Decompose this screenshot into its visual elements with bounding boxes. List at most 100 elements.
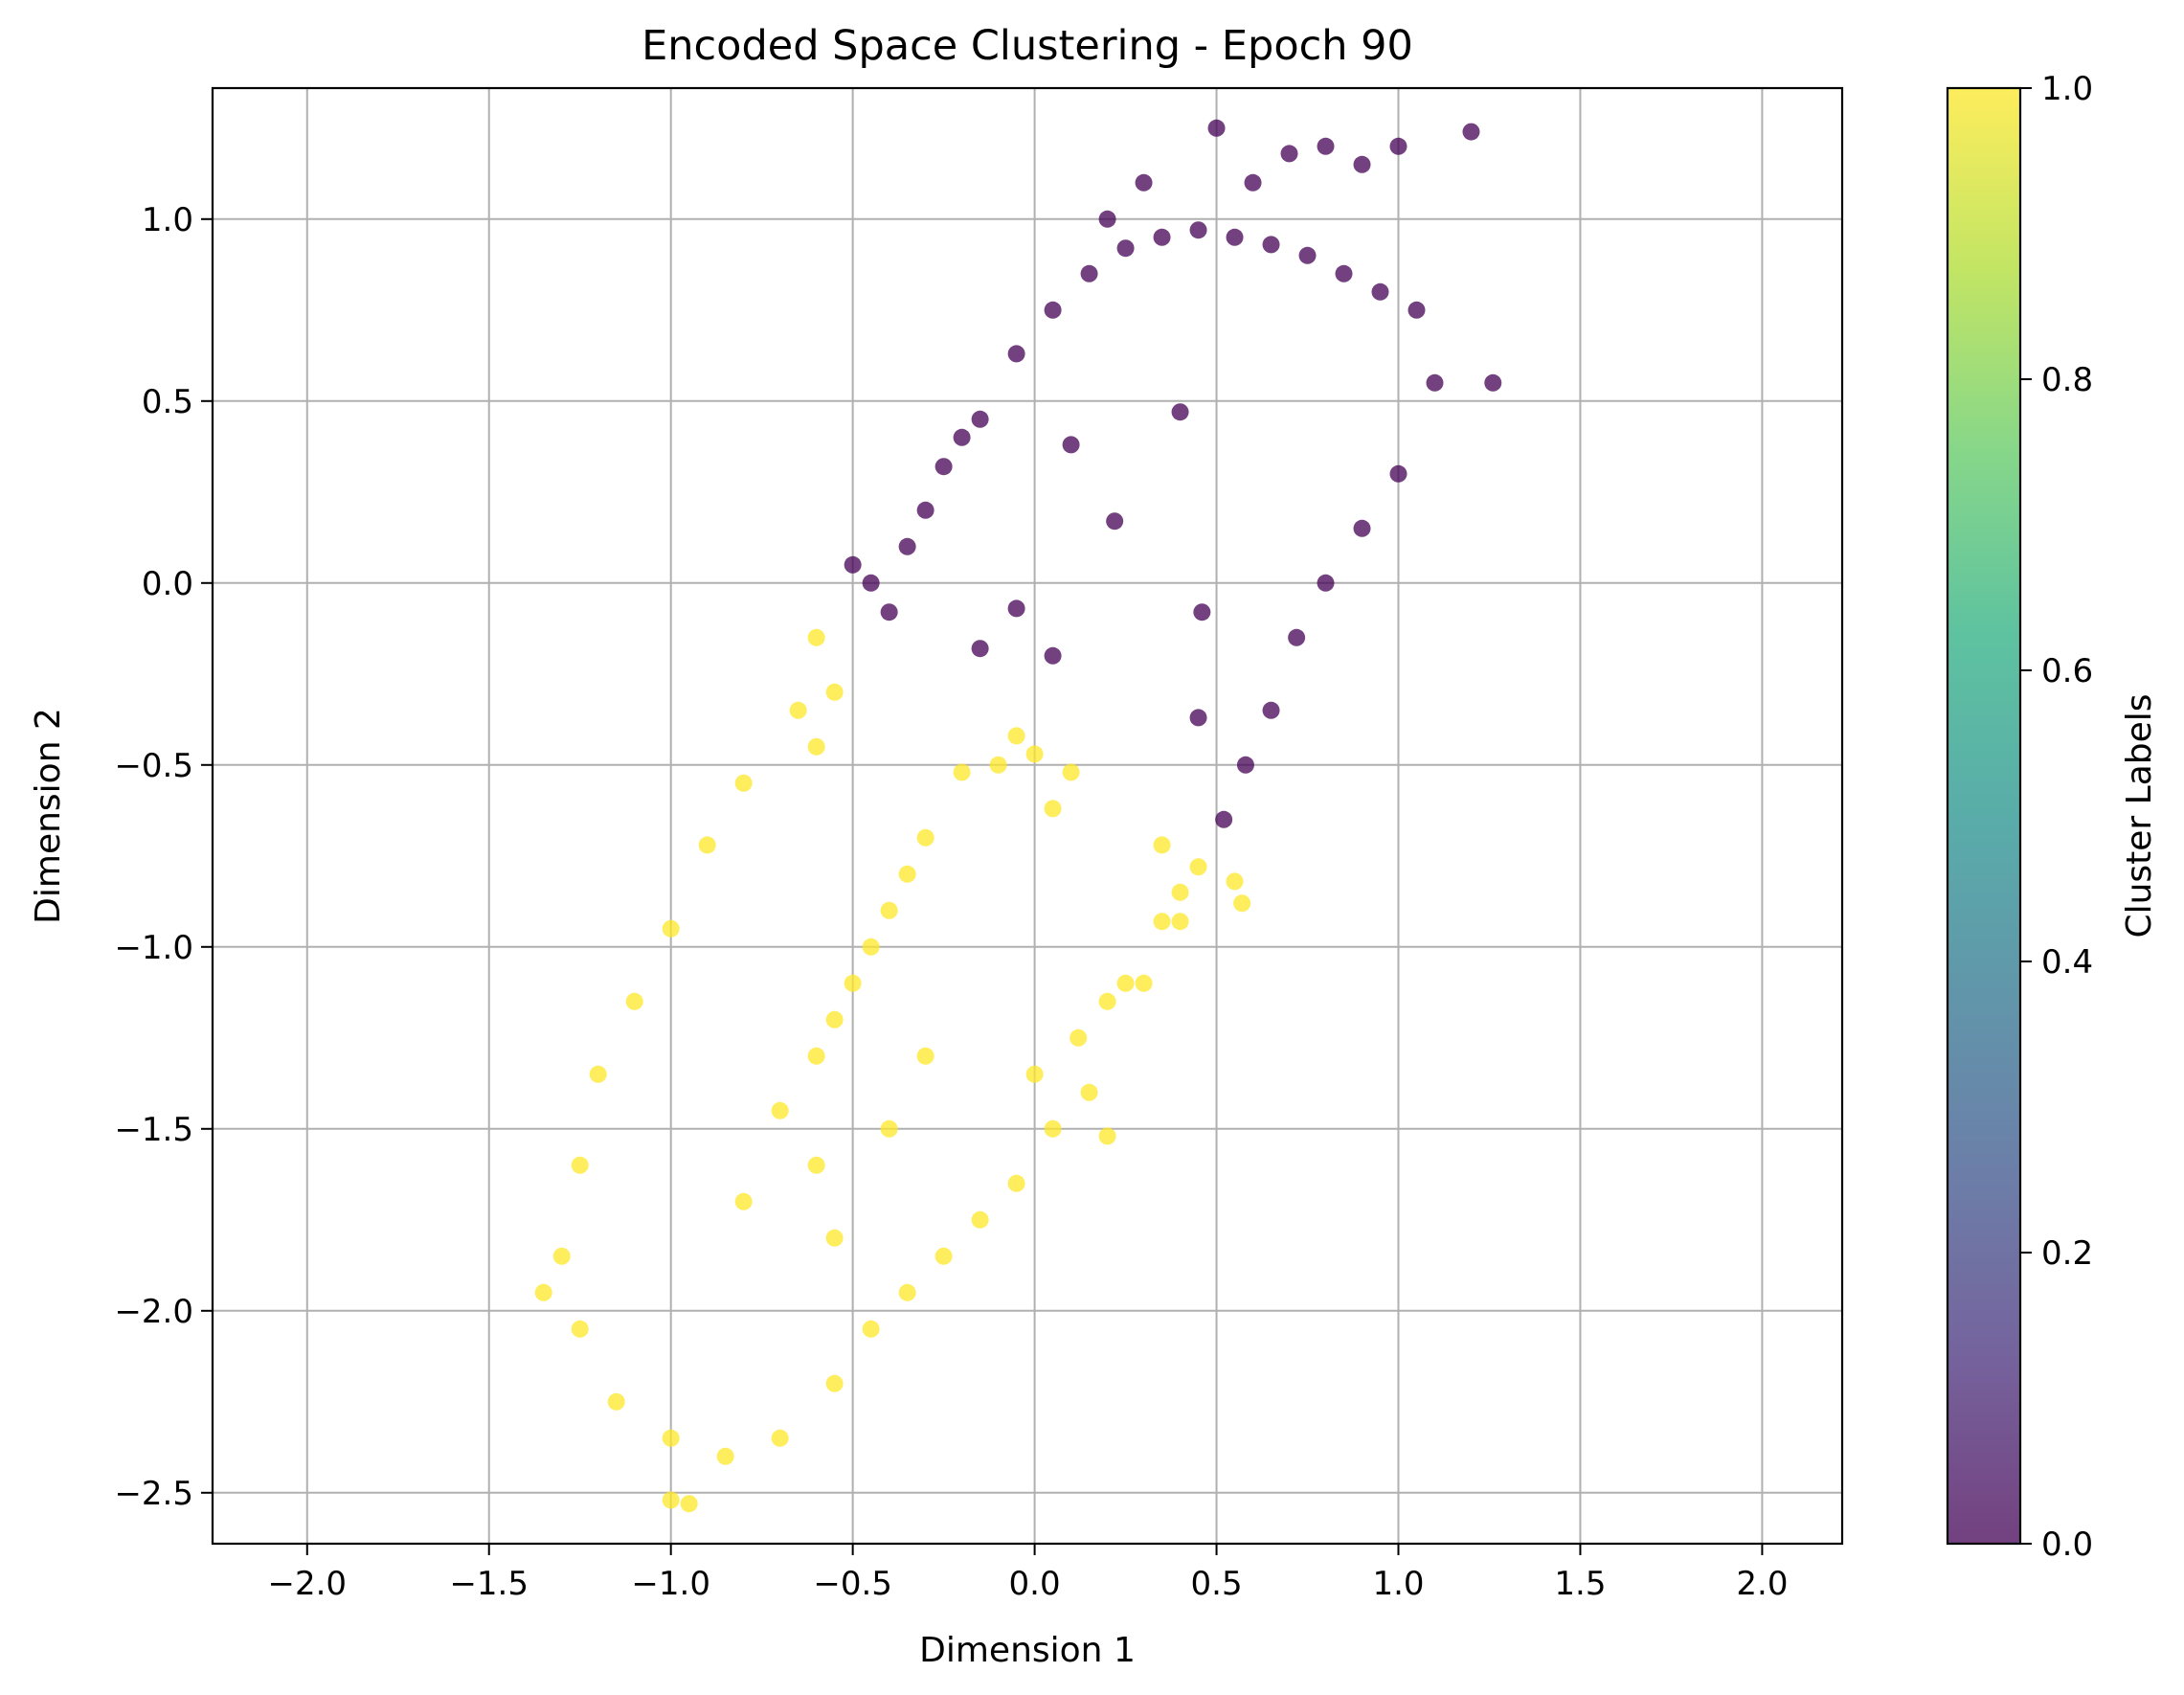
x-tick-label: −0.5 bbox=[813, 1565, 892, 1603]
cluster-1-point bbox=[862, 1320, 880, 1338]
cluster-1-point bbox=[789, 701, 807, 719]
colorbar-tick-label: 0.6 bbox=[2041, 652, 2093, 690]
colorbar-tick-label: 0.8 bbox=[2041, 361, 2093, 399]
x-tick-label: 0.5 bbox=[1191, 1565, 1243, 1603]
cluster-1-point bbox=[552, 1247, 571, 1265]
cluster-1-point bbox=[1069, 1028, 1088, 1047]
cluster-0-point bbox=[1298, 246, 1317, 264]
cluster-1-point bbox=[953, 763, 971, 781]
cluster-0-point bbox=[953, 428, 971, 446]
cluster-1-point bbox=[1025, 1065, 1044, 1083]
cluster-1-point bbox=[1135, 974, 1153, 992]
cluster-1-point bbox=[662, 919, 680, 938]
cluster-1-point bbox=[1233, 894, 1251, 913]
cluster-0-point bbox=[1226, 228, 1244, 246]
x-tick-label: −1.5 bbox=[449, 1565, 529, 1603]
cluster-1-point bbox=[662, 1429, 680, 1447]
cluster-1-point bbox=[844, 974, 862, 992]
cluster-1-point bbox=[716, 1447, 734, 1465]
cluster-1-point bbox=[807, 628, 825, 646]
cluster-1-point bbox=[698, 836, 716, 854]
cluster-0-point bbox=[1371, 282, 1389, 301]
cluster-0-point bbox=[880, 603, 898, 622]
cluster-0-point bbox=[1317, 137, 1335, 155]
cluster-0-point bbox=[1262, 701, 1280, 719]
cluster-1-point bbox=[1189, 858, 1207, 876]
cluster-0-point bbox=[1098, 210, 1116, 228]
cluster-1-point bbox=[862, 938, 880, 956]
cluster-1-point bbox=[880, 1119, 898, 1138]
cluster-0-point bbox=[1007, 345, 1025, 363]
cluster-1-point bbox=[589, 1065, 607, 1083]
x-tick-label: 1.5 bbox=[1554, 1565, 1606, 1603]
x-tick-label: 0.0 bbox=[1009, 1565, 1061, 1603]
cluster-1-point bbox=[898, 1283, 916, 1301]
x-axis-ticks: −2.0 −1.5 −1.0 −0.5 0.0 0.5 1.0 1.5 2.0 bbox=[267, 1544, 1788, 1603]
cluster-0-point bbox=[1007, 599, 1025, 618]
cluster-1-point bbox=[680, 1495, 698, 1513]
y-tick-label: −2.5 bbox=[114, 1475, 193, 1513]
cluster-0-point bbox=[1317, 574, 1335, 592]
y-tick-label: −1.0 bbox=[114, 929, 193, 967]
cluster-0-point bbox=[1215, 810, 1233, 828]
cluster-0-point bbox=[934, 458, 953, 476]
cluster-1-point bbox=[625, 992, 643, 1010]
cluster-1-point bbox=[1098, 992, 1116, 1010]
cluster-1-point bbox=[971, 1210, 989, 1229]
x-axis-label: Dimension 1 bbox=[919, 1631, 1136, 1670]
cluster-1-point bbox=[1171, 913, 1189, 931]
cluster-0-point bbox=[1189, 221, 1207, 239]
grid-lines bbox=[213, 88, 1842, 1544]
plot-frame bbox=[211, 86, 1844, 1546]
x-tick-label: 2.0 bbox=[1736, 1565, 1788, 1603]
cluster-0-point bbox=[1193, 603, 1211, 622]
cluster-0-point bbox=[862, 574, 880, 592]
cluster-1-point bbox=[734, 774, 753, 792]
cluster-0-point bbox=[898, 537, 916, 555]
cluster-1-point bbox=[771, 1101, 789, 1119]
scatter-points bbox=[534, 119, 1502, 1513]
cluster-0-point bbox=[1335, 264, 1353, 282]
y-tick-label: −2.0 bbox=[114, 1293, 193, 1331]
chart-title: Encoded Space Clustering - Epoch 90 bbox=[642, 22, 1413, 70]
cluster-1-point bbox=[534, 1283, 552, 1301]
cluster-0-point bbox=[1389, 137, 1407, 155]
cluster-1-point bbox=[807, 1156, 825, 1174]
cluster-1-point bbox=[807, 737, 825, 756]
cluster-1-point bbox=[1007, 1174, 1025, 1192]
cluster-1-point bbox=[1062, 763, 1080, 781]
y-tick-label: 0.0 bbox=[142, 565, 193, 603]
cluster-0-point bbox=[1280, 145, 1298, 163]
y-tick-label: 1.0 bbox=[142, 201, 193, 239]
colorbar-label: Cluster Labels bbox=[2120, 693, 2159, 938]
cluster-1-point bbox=[989, 756, 1007, 774]
cluster-0-point bbox=[1236, 756, 1254, 774]
colorbar-tick-label: 1.0 bbox=[2041, 70, 2093, 108]
colorbar-ticks: 0.0 0.2 0.4 0.6 0.8 1.0 bbox=[2020, 70, 2093, 1564]
cluster-1-point bbox=[1044, 1119, 1062, 1138]
cluster-0-point bbox=[1171, 403, 1189, 421]
cluster-1-point bbox=[1044, 800, 1062, 818]
cluster-1-point bbox=[898, 865, 916, 883]
cluster-1-point bbox=[825, 1010, 844, 1028]
cluster-0-point bbox=[1407, 301, 1426, 319]
cluster-0-point bbox=[844, 555, 862, 574]
cluster-0-point bbox=[916, 501, 934, 519]
cluster-0-point bbox=[971, 640, 989, 658]
cluster-1-point bbox=[734, 1192, 753, 1210]
cluster-1-point bbox=[571, 1156, 589, 1174]
x-tick-label: 1.0 bbox=[1372, 1565, 1424, 1603]
cluster-0-point bbox=[1207, 119, 1226, 137]
cluster-1-point bbox=[807, 1047, 825, 1065]
cluster-1-point bbox=[1025, 745, 1044, 763]
colorbar-tick-label: 0.4 bbox=[2041, 943, 2093, 982]
cluster-0-point bbox=[1462, 123, 1480, 141]
cluster-1-point bbox=[934, 1247, 953, 1265]
colorbar-tick-label: 0.0 bbox=[2041, 1526, 2093, 1564]
cluster-0-point bbox=[1189, 709, 1207, 727]
cluster-0-point bbox=[971, 410, 989, 428]
cluster-1-point bbox=[880, 901, 898, 919]
cluster-1-point bbox=[1153, 836, 1171, 854]
